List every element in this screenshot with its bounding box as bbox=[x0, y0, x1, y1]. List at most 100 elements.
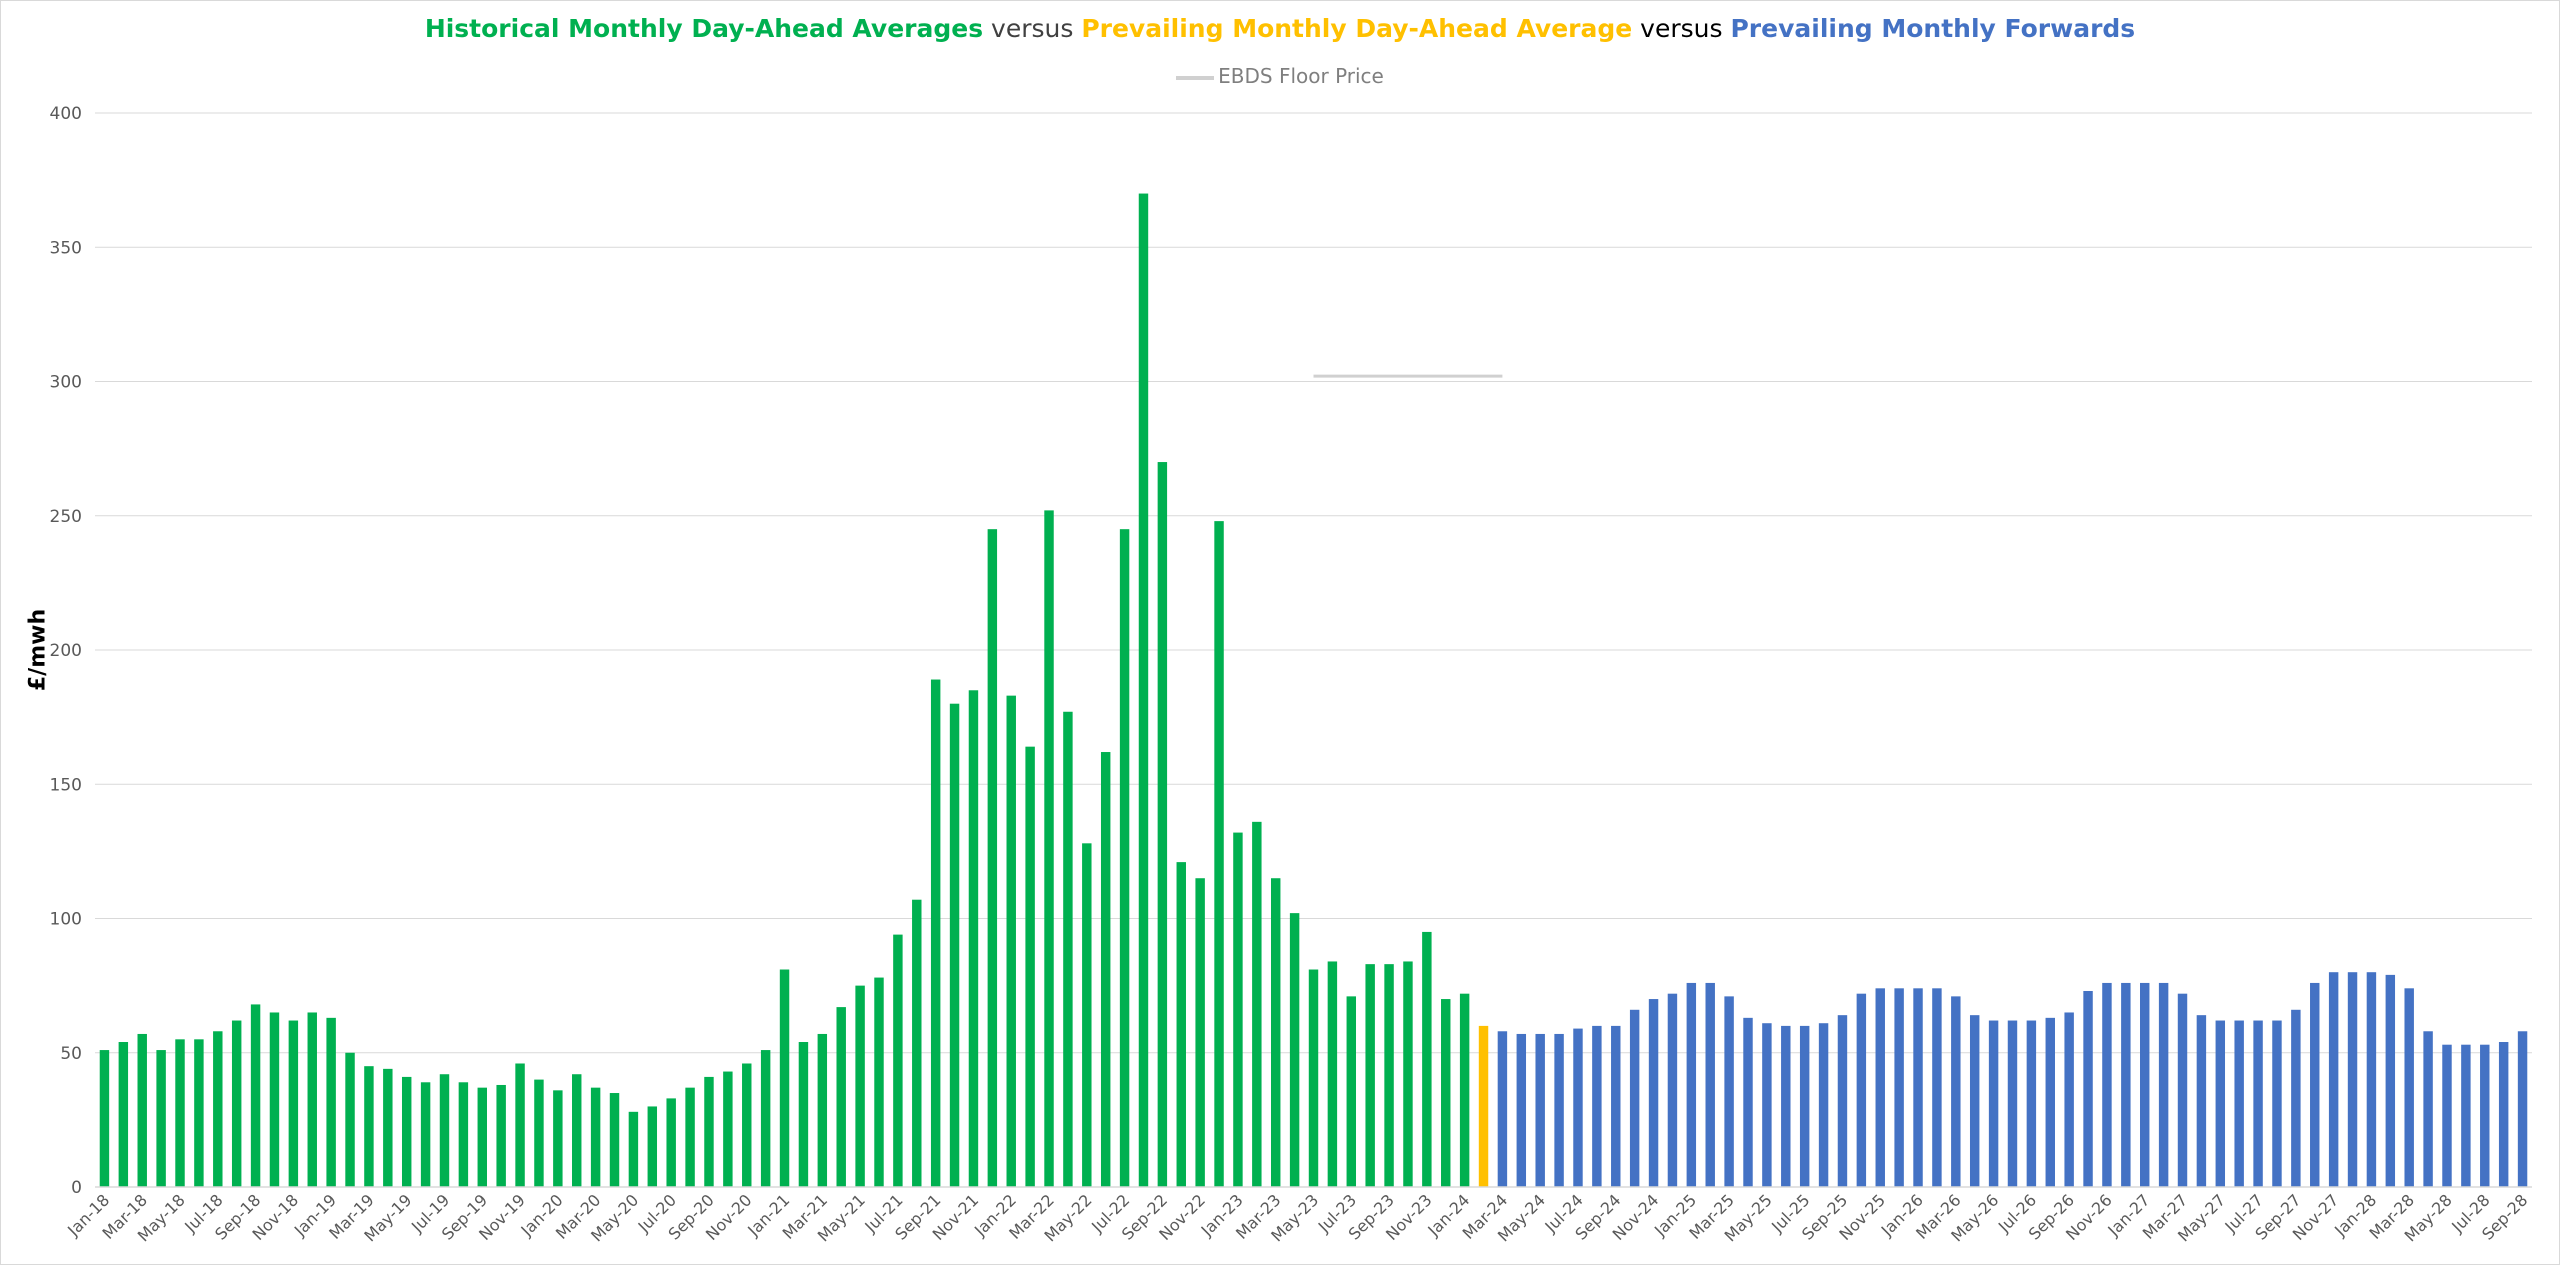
title-part-versus-2: versus bbox=[1632, 14, 1731, 43]
bar-historical bbox=[364, 1066, 374, 1187]
bar-forwards bbox=[1667, 993, 1678, 1187]
bar-historical bbox=[496, 1084, 506, 1187]
bar-historical bbox=[1195, 878, 1205, 1187]
bar-forwards bbox=[2102, 982, 2112, 1187]
bar-historical bbox=[609, 1093, 620, 1187]
bar-forwards bbox=[2177, 993, 2188, 1187]
bar-historical bbox=[968, 690, 979, 1187]
title-part-historical: Historical Monthly Day-Ahead Averages bbox=[424, 14, 984, 43]
bar-historical bbox=[401, 1076, 412, 1187]
bar-historical bbox=[930, 679, 941, 1187]
bar-forwards bbox=[2461, 1044, 2471, 1187]
bar-historical bbox=[572, 1074, 582, 1187]
bar-historical bbox=[1441, 999, 1451, 1187]
bar-historical bbox=[1214, 521, 1224, 1187]
bar-prevailing bbox=[1478, 1025, 1489, 1187]
y-tick-label: 300 bbox=[50, 373, 82, 393]
bar-forwards bbox=[1799, 1025, 1810, 1187]
bar-historical bbox=[1100, 752, 1111, 1187]
title-part-prevailing: Prevailing Monthly Day-Ahead Average bbox=[1081, 14, 1633, 43]
bar-historical bbox=[836, 1007, 846, 1187]
bar-forwards bbox=[2083, 990, 2093, 1187]
bar-forwards bbox=[1497, 1031, 1508, 1187]
bar-historical bbox=[987, 529, 998, 1187]
bar-historical bbox=[855, 985, 865, 1187]
bar-forwards bbox=[1988, 1020, 1999, 1187]
bar-historical bbox=[1176, 862, 1186, 1187]
bar-historical bbox=[137, 1033, 147, 1187]
bar-historical bbox=[1270, 878, 1281, 1187]
bar-historical bbox=[1044, 510, 1054, 1187]
y-tick-label: 200 bbox=[50, 641, 82, 661]
bar-forwards bbox=[2498, 1042, 2509, 1187]
bar-forwards bbox=[2366, 972, 2377, 1187]
bar-forwards bbox=[1951, 996, 1961, 1187]
bar-historical bbox=[912, 899, 922, 1187]
bar-historical bbox=[647, 1106, 658, 1187]
bar-historical bbox=[1233, 832, 1243, 1187]
bar-forwards bbox=[1648, 999, 1659, 1187]
bar-historical bbox=[1422, 931, 1432, 1187]
bar-historical bbox=[685, 1087, 695, 1187]
bar-forwards bbox=[2310, 982, 2320, 1187]
bar-historical bbox=[1063, 711, 1073, 1187]
bar-historical bbox=[250, 1004, 261, 1187]
bar-forwards bbox=[1573, 1028, 1583, 1187]
bar-forwards bbox=[2404, 988, 2414, 1187]
bar-historical bbox=[742, 1063, 752, 1187]
bar-forwards bbox=[1535, 1033, 1545, 1187]
bar-forwards bbox=[1686, 982, 1697, 1187]
bar-forwards bbox=[1856, 993, 1867, 1187]
bar-historical bbox=[345, 1052, 355, 1187]
bar-historical bbox=[893, 934, 903, 1187]
bar-historical bbox=[1459, 993, 1470, 1187]
title-part-versus-1: versus bbox=[983, 14, 1082, 43]
bar-historical bbox=[1403, 961, 1413, 1187]
bar-historical bbox=[194, 1039, 204, 1187]
bar-forwards bbox=[2158, 982, 2169, 1187]
bar-forwards bbox=[2385, 974, 2396, 1187]
bar-historical bbox=[288, 1020, 299, 1187]
bar-historical bbox=[1157, 462, 1168, 1187]
bar-historical bbox=[213, 1031, 223, 1187]
bar-historical bbox=[1346, 996, 1357, 1187]
bar-historical bbox=[383, 1068, 393, 1187]
bar-historical bbox=[458, 1082, 469, 1187]
legend-swatch-floor-price bbox=[1176, 75, 1215, 80]
bar-historical bbox=[269, 1012, 280, 1187]
bar-forwards bbox=[2196, 1015, 2207, 1187]
bar-historical bbox=[1365, 964, 1375, 1187]
bar-historical bbox=[760, 1050, 771, 1187]
bar-forwards bbox=[1913, 988, 1923, 1187]
bar-historical bbox=[1025, 746, 1035, 1187]
bar-forwards bbox=[2140, 982, 2150, 1187]
bar-forwards bbox=[1743, 1017, 1753, 1187]
chart-title: Historical Monthly Day-Ahead Averages ve… bbox=[0, 14, 2560, 43]
bar-forwards bbox=[2517, 1031, 2528, 1187]
bar-historical bbox=[874, 977, 884, 1187]
bar-historical bbox=[231, 1020, 242, 1187]
bar-historical bbox=[534, 1079, 544, 1187]
bar-historical bbox=[1252, 821, 1262, 1187]
bar-forwards bbox=[2253, 1020, 2263, 1187]
bar-forwards bbox=[2045, 1017, 2055, 1187]
bar-forwards bbox=[1837, 1015, 1848, 1187]
bar-historical bbox=[779, 969, 790, 1187]
bar-historical bbox=[949, 703, 960, 1187]
bar-forwards bbox=[1969, 1015, 1980, 1187]
bar-historical bbox=[1006, 695, 1016, 1187]
chart-legend: EBDS Floor Price bbox=[0, 64, 2560, 88]
bar-historical bbox=[439, 1074, 450, 1187]
bar-forwards bbox=[2480, 1044, 2490, 1187]
bar-historical bbox=[118, 1042, 129, 1187]
bar-forwards bbox=[1781, 1025, 1791, 1187]
bar-historical bbox=[666, 1098, 676, 1187]
bar-historical bbox=[1289, 913, 1300, 1187]
y-tick-label: 100 bbox=[50, 910, 82, 930]
y-tick-label: 250 bbox=[50, 507, 82, 527]
bar-forwards bbox=[2007, 1020, 2018, 1187]
bar-forwards bbox=[1724, 996, 1734, 1187]
bar-historical bbox=[798, 1042, 809, 1187]
bar-historical bbox=[723, 1071, 733, 1187]
bar-historical bbox=[817, 1033, 828, 1187]
